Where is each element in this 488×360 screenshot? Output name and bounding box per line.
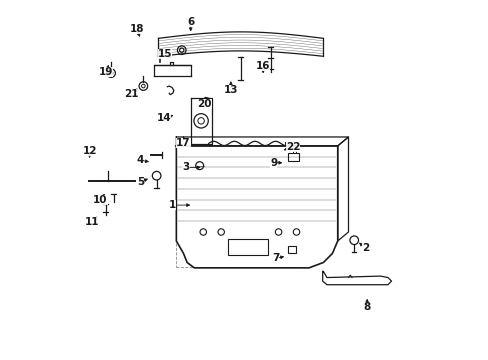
Text: 11: 11 <box>84 217 99 227</box>
Text: 8: 8 <box>363 302 370 312</box>
Bar <box>287 246 296 253</box>
Text: 14: 14 <box>157 113 171 123</box>
Text: 18: 18 <box>129 24 144 35</box>
Text: 15: 15 <box>157 49 172 59</box>
Text: 22: 22 <box>285 142 300 152</box>
Text: 3: 3 <box>182 162 189 172</box>
Text: 6: 6 <box>187 17 194 27</box>
Text: 13: 13 <box>223 85 238 95</box>
Text: 7: 7 <box>271 253 279 263</box>
Bar <box>228 239 267 255</box>
Text: 1: 1 <box>168 200 175 210</box>
Text: 20: 20 <box>197 99 211 109</box>
Text: 12: 12 <box>82 145 97 156</box>
Text: 9: 9 <box>270 158 277 168</box>
Text: 10: 10 <box>93 195 107 205</box>
Bar <box>287 153 298 161</box>
Text: 17: 17 <box>176 139 190 148</box>
Text: 16: 16 <box>255 61 270 71</box>
Text: 4: 4 <box>137 155 144 165</box>
Text: 2: 2 <box>361 243 368 253</box>
Text: 19: 19 <box>98 67 113 77</box>
Text: 21: 21 <box>124 89 139 99</box>
Text: 5: 5 <box>137 177 144 187</box>
